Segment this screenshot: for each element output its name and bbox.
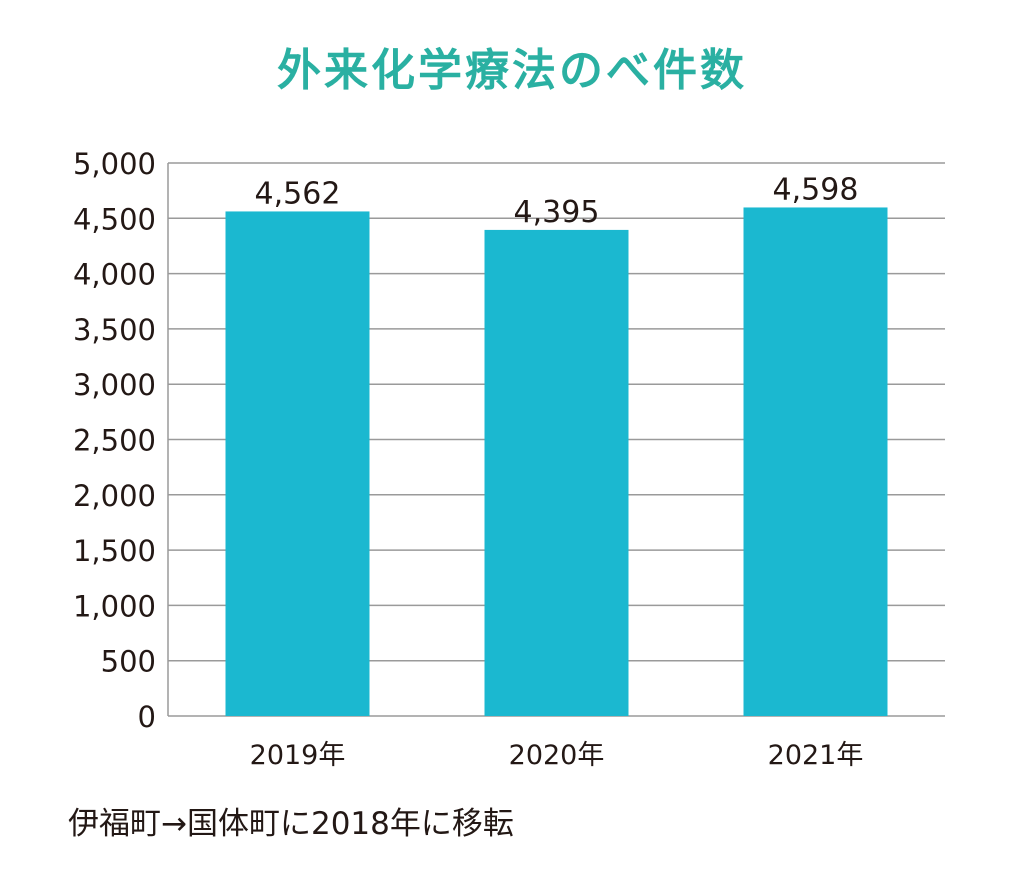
- y-axis-ticks: 0 500 1,000 1,500 2,000 2,500 3,000 3,500 4,000 4…: [73, 147, 156, 734]
- y-tick-label: 0: [138, 700, 156, 734]
- y-tick-label: 500: [101, 645, 156, 679]
- x-tick-label: 2021年: [768, 740, 864, 771]
- y-tick-label: 5,000: [73, 147, 156, 181]
- y-tick-label: 3,000: [73, 368, 156, 402]
- bar-value-label: 4,395: [514, 195, 600, 230]
- y-tick-label: 4,000: [73, 258, 156, 292]
- y-tick-label: 1,000: [73, 589, 156, 623]
- bar-value-label: 4,598: [773, 172, 859, 207]
- y-tick-label: 2,500: [73, 424, 156, 458]
- y-tick-label: 2,000: [73, 479, 156, 513]
- x-tick-label: 2020年: [509, 740, 605, 771]
- data-labels: 4,562 4,395 4,598: [255, 172, 859, 229]
- bar: [225, 211, 370, 716]
- bars: [225, 207, 888, 717]
- x-tick-label: 2019年: [250, 740, 346, 771]
- chart-note: 伊福町→国体町に2018年に移転: [68, 806, 514, 842]
- x-axis-ticks: 2019年 2020年 2021年: [250, 740, 864, 771]
- y-tick-label: 4,500: [73, 202, 156, 236]
- y-tick-label: 1,500: [73, 534, 156, 568]
- bar: [484, 229, 629, 716]
- bar: [743, 207, 888, 717]
- y-tick-label: 3,500: [73, 313, 156, 347]
- bar-value-label: 4,562: [255, 176, 341, 211]
- chart-title: 外来化学療法のべ件数: [277, 45, 747, 96]
